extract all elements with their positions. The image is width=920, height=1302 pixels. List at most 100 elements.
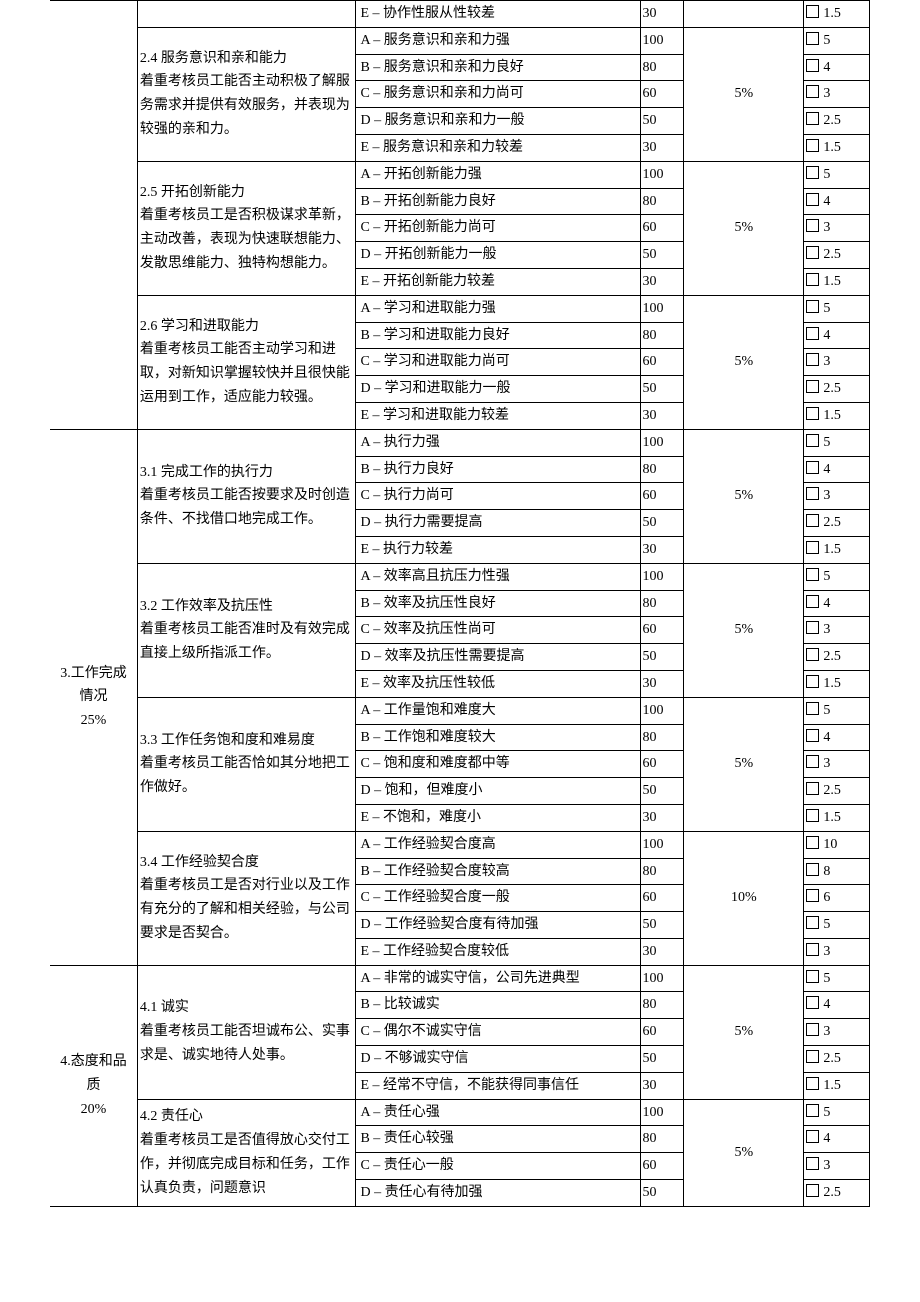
- score-cell: 50: [640, 376, 684, 403]
- score-cell: 60: [640, 215, 684, 242]
- checkbox-icon[interactable]: [806, 461, 819, 474]
- score-cell: 30: [640, 402, 684, 429]
- checkbox-icon[interactable]: [806, 916, 819, 929]
- checkbox-icon[interactable]: [806, 380, 819, 393]
- level-cell: A – 效率高且抗压力性强: [356, 563, 640, 590]
- criterion-desc: 着重考核员工是否积极谋求革新，主动改善，表现为快速联想能力、发散思维能力、独特构…: [140, 204, 354, 275]
- checkbox-icon[interactable]: [806, 675, 819, 688]
- checkbox-icon[interactable]: [806, 514, 819, 527]
- level-sep: –: [369, 274, 383, 289]
- checkbox-icon[interactable]: [806, 702, 819, 715]
- level-text: 责任心强: [384, 1105, 440, 1120]
- checkbox-icon[interactable]: [806, 407, 819, 420]
- checkbox-icon[interactable]: [806, 353, 819, 366]
- checkbox-icon[interactable]: [806, 1050, 819, 1063]
- checkbox-icon[interactable]: [806, 836, 819, 849]
- level-cell: A – 责任心强: [356, 1099, 640, 1126]
- checkbox-icon[interactable]: [806, 1157, 819, 1170]
- weight-cell: 5%: [684, 429, 804, 563]
- checkbox-icon[interactable]: [806, 32, 819, 45]
- level-letter: D: [360, 649, 370, 664]
- points-value: 3: [823, 220, 830, 235]
- level-letter: B: [360, 997, 369, 1012]
- checkbox-icon[interactable]: [806, 863, 819, 876]
- checkbox-icon[interactable]: [806, 782, 819, 795]
- criterion-cell: [137, 1, 356, 28]
- score-cell: 60: [640, 81, 684, 108]
- checkbox-icon[interactable]: [806, 755, 819, 768]
- points-value: 2.5: [823, 1051, 841, 1066]
- checkbox-icon[interactable]: [806, 595, 819, 608]
- points-cell: 3: [804, 483, 870, 510]
- checkbox-icon[interactable]: [806, 568, 819, 581]
- checkbox-icon[interactable]: [806, 1130, 819, 1143]
- level-letter: E: [360, 140, 369, 155]
- checkbox-icon[interactable]: [806, 219, 819, 232]
- score-cell: 30: [640, 1072, 684, 1099]
- points-value: 5: [823, 301, 830, 316]
- table-row: 2.6 学习和进取能力着重考核员工能否主动学习和进取，对新知识掌握较快并且很快能…: [50, 295, 870, 322]
- points-value: 5: [823, 703, 830, 718]
- level-letter: E: [360, 408, 369, 423]
- table-row: 3.4 工作经验契合度着重考核员工是否对行业以及工作有充分的了解和相关经验，与公…: [50, 831, 870, 858]
- checkbox-icon[interactable]: [806, 943, 819, 956]
- checkbox-icon[interactable]: [806, 889, 819, 902]
- level-text: 工作经验契合度一般: [384, 890, 510, 905]
- checkbox-icon[interactable]: [806, 300, 819, 313]
- checkbox-icon[interactable]: [806, 166, 819, 179]
- points-cell: 3: [804, 617, 870, 644]
- level-cell: E – 执行力较差: [356, 536, 640, 563]
- category-cell: [50, 1, 137, 430]
- checkbox-icon[interactable]: [806, 5, 819, 18]
- checkbox-icon[interactable]: [806, 85, 819, 98]
- checkbox-icon[interactable]: [806, 1077, 819, 1090]
- level-text: 服务意识和亲和力尚可: [384, 86, 524, 101]
- points-cell: 4: [804, 590, 870, 617]
- score-cell: 80: [640, 322, 684, 349]
- level-sep: –: [370, 194, 384, 209]
- points-value: 1.5: [823, 6, 841, 21]
- checkbox-icon[interactable]: [806, 1184, 819, 1197]
- checkbox-icon[interactable]: [806, 1023, 819, 1036]
- score-cell: 50: [640, 778, 684, 805]
- checkbox-icon[interactable]: [806, 621, 819, 634]
- criterion-title: 2.4 服务意识和亲和能力: [140, 47, 354, 71]
- score-cell: 100: [640, 27, 684, 54]
- checkbox-icon[interactable]: [806, 434, 819, 447]
- level-text: 服务意识和亲和力较差: [383, 140, 523, 155]
- checkbox-icon[interactable]: [806, 327, 819, 340]
- table-row: 4.2 责任心着重考核员工是否值得放心交付工作，并彻底完成目标和任务，工作认真负…: [50, 1099, 870, 1126]
- checkbox-icon[interactable]: [806, 809, 819, 822]
- checkbox-icon[interactable]: [806, 59, 819, 72]
- checkbox-icon[interactable]: [806, 273, 819, 286]
- score-cell: 60: [640, 1019, 684, 1046]
- level-sep: –: [370, 971, 384, 986]
- checkbox-icon[interactable]: [806, 112, 819, 125]
- level-text: 工作量饱和难度大: [384, 703, 496, 718]
- checkbox-icon[interactable]: [806, 729, 819, 742]
- level-letter: A: [360, 971, 369, 986]
- level-text: 工作饱和难度较大: [384, 730, 496, 745]
- checkbox-icon[interactable]: [806, 193, 819, 206]
- level-sep: –: [370, 33, 384, 48]
- level-sep: –: [370, 220, 384, 235]
- level-cell: E – 经常不守信，不能获得同事信任: [356, 1072, 640, 1099]
- checkbox-icon[interactable]: [806, 541, 819, 554]
- weight-cell: 5%: [684, 295, 804, 429]
- checkbox-icon[interactable]: [806, 1104, 819, 1117]
- criterion-title: 3.3 工作任务饱和度和难易度: [140, 729, 354, 753]
- level-letter: A: [360, 301, 369, 316]
- score-cell: 60: [640, 751, 684, 778]
- checkbox-icon[interactable]: [806, 970, 819, 983]
- score-cell: 30: [640, 134, 684, 161]
- level-text: 经常不守信，不能获得同事信任: [383, 1078, 579, 1093]
- level-sep: –: [370, 622, 384, 637]
- level-sep: –: [371, 1185, 385, 1200]
- checkbox-icon[interactable]: [806, 996, 819, 1009]
- checkbox-icon[interactable]: [806, 487, 819, 500]
- checkbox-icon[interactable]: [806, 648, 819, 661]
- level-text: 执行力强: [384, 435, 440, 450]
- checkbox-icon[interactable]: [806, 246, 819, 259]
- level-cell: A – 工作量饱和难度大: [356, 697, 640, 724]
- checkbox-icon[interactable]: [806, 139, 819, 152]
